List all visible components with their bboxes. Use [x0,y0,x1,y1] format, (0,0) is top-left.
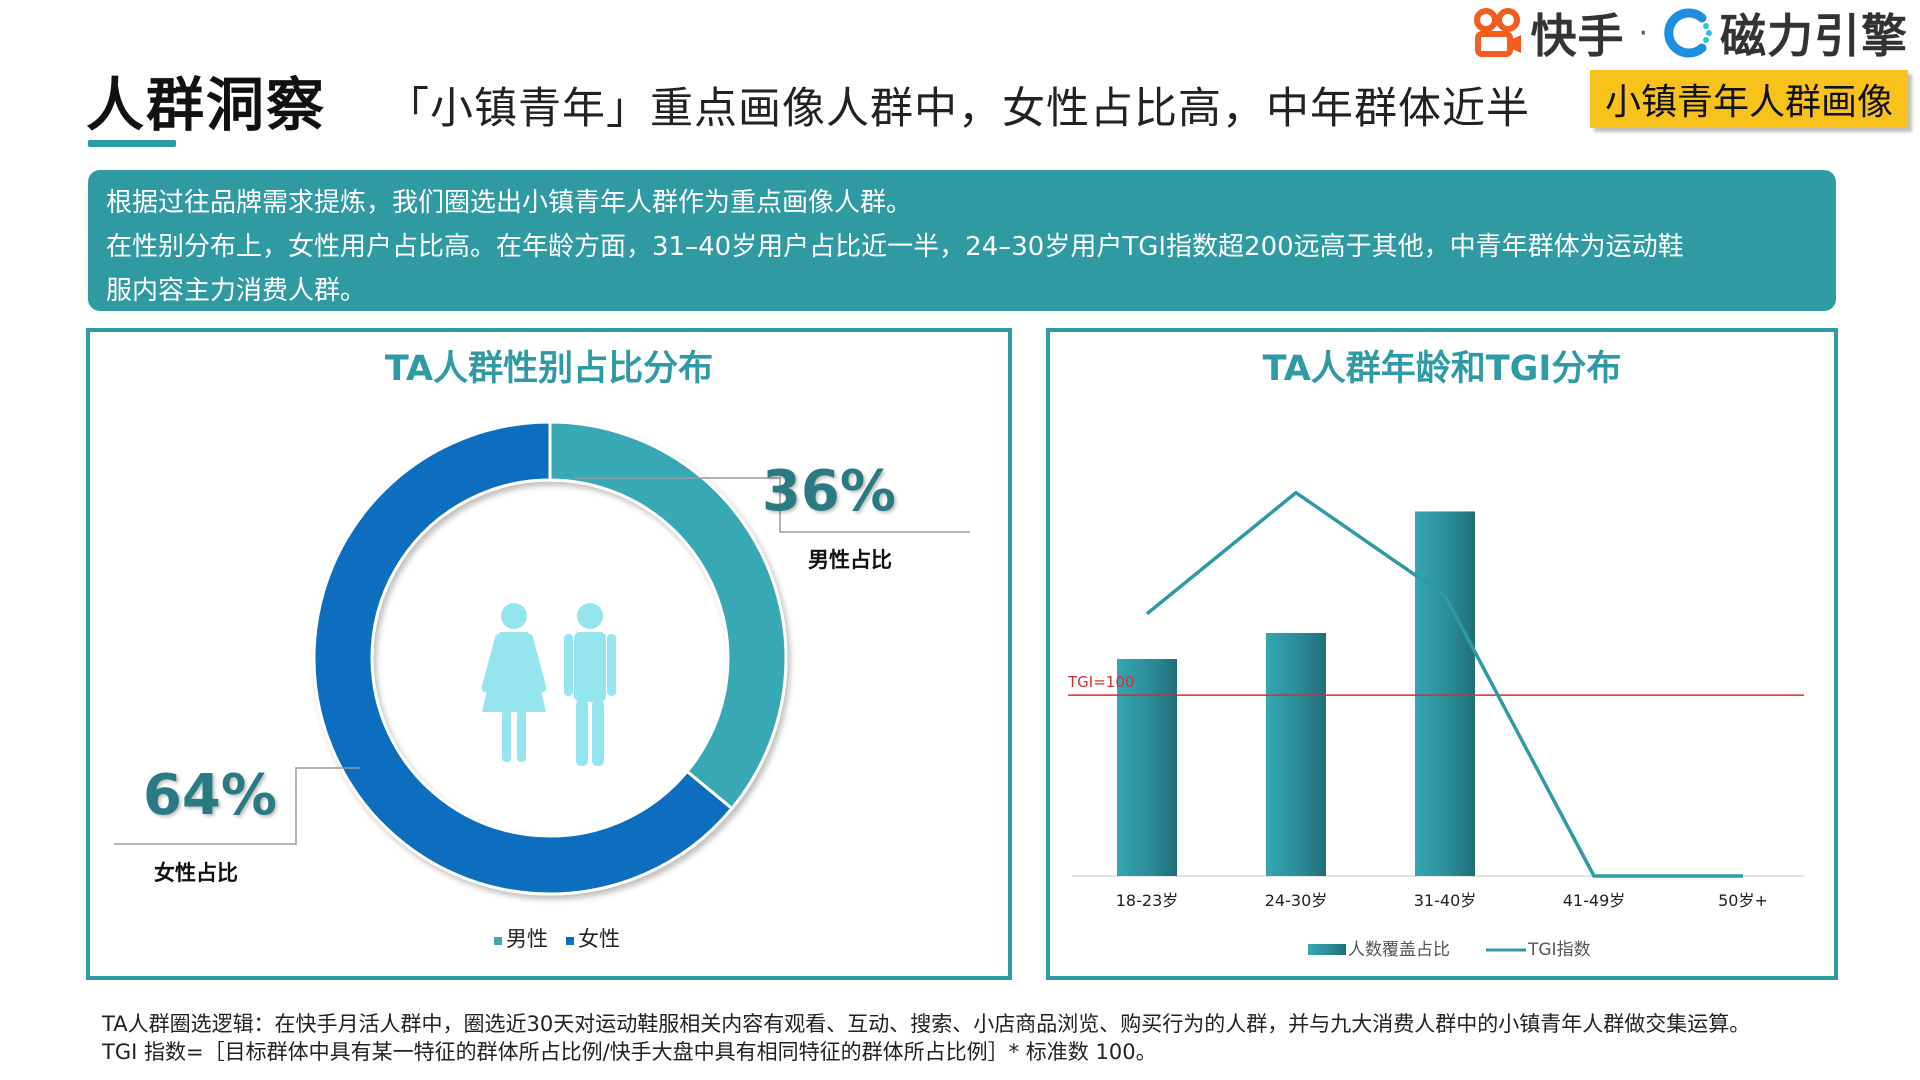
footnote-line: TGI 指数=［目标群体中具有某一特征的群体所占比例/快手大盘中具有相同特征的群… [102,1040,1157,1064]
legend-label-female: 女性 [578,927,620,951]
x-tick-label: 24-30岁 [1265,891,1328,910]
cili-logo: 磁力引擎 [1662,0,1908,66]
gender-chart-title: TA人群性别占比分布 [384,349,714,389]
age-tgi-chart-title: TA人群年龄和TGI分布 [1262,349,1622,389]
title-underline [88,140,176,147]
male-percent-label: 36% [762,459,896,524]
cili-engine-icon [1664,8,1712,58]
footnote: TA人群圈选逻辑：在快手月活人群中，圈选近30天对运动鞋服相关内容有观看、互动、… [102,1010,1750,1066]
gender-chart-panel: TA人群性别占比分布 [86,328,1012,980]
gender-donut-chart: 36% 男性占比 64% 女性占比 男性 女性 [114,420,970,951]
page-title: 人群洞察 [86,71,327,139]
tgi-line [1145,490,1743,878]
x-tick-label: 31-40岁 [1414,891,1477,910]
brand-separator: · [1638,15,1648,51]
legend-swatch-male [494,937,502,945]
brand-logos: 快手 · 磁力引擎 [1472,6,1908,63]
summary-box: 根据过往品牌需求提炼，我们圈选出小镇青年人群作为重点画像人群。 在性别分布上，女… [88,170,1836,311]
age-tgi-legend: 人数覆盖占比 TGI指数 [1308,940,1591,960]
x-tick-label: 41-49岁 [1563,891,1626,910]
summary-line: 根据过往品牌需求提炼，我们圈选出小镇青年人群作为重点画像人群。 [106,188,913,218]
legend-label-bar: 人数覆盖占比 [1348,940,1450,960]
tgi-reference-label: TGI=100 [1067,673,1134,691]
age-tgi-chart: TGI=100 18-23岁 24-30岁 31-40岁 41-49岁 50岁+ 人数覆… [1067,490,1804,960]
male-female-figures-icon [481,603,616,766]
legend-swatch-female [566,937,574,945]
section-tag: 小镇青年人群画像 [1590,70,1908,128]
summary-line: 在性别分布上，女性用户占比高。在年龄方面，31–40岁用户占比近一半，24–30… [106,232,1684,262]
donut-slice-female [312,420,734,896]
gender-legend: 男性 女性 [494,927,620,951]
kuaishou-text: 快手 [1530,9,1625,63]
x-tick-label: 50岁+ [1718,891,1768,910]
bar-18-23岁 [1117,659,1177,876]
kuaishou-logo: 快手 [1472,0,1624,66]
headline: 「小镇青年」重点画像人群中，女性占比高，中年群体近半 [386,84,1530,134]
legend-label-line: TGI指数 [1527,940,1591,960]
female-caption: 女性占比 [154,861,238,885]
legend-swatch-bar [1308,944,1346,955]
bar-24-30岁 [1266,632,1326,876]
donut-slice-male [548,420,788,811]
x-tick-label: 18-23岁 [1116,891,1179,910]
age-tgi-chart-panel: TA人群年龄和TGI分布 TGI=100 18-23岁 24-30岁 31-40岁 4… [1046,328,1838,980]
male-caption: 男性占比 [808,548,892,572]
kuaishou-icon [1474,8,1522,57]
legend-label-male: 男性 [506,927,548,951]
summary-line: 服内容主力消费人群。 [106,276,367,306]
cili-text: 磁力引擎 [1720,9,1908,63]
bar-31-40岁 [1415,511,1475,876]
female-percent-label: 64% [143,763,277,828]
footnote-line: TA人群圈选逻辑：在快手月活人群中，圈选近30天对运动鞋服相关内容有观看、互动、… [102,1012,1751,1036]
